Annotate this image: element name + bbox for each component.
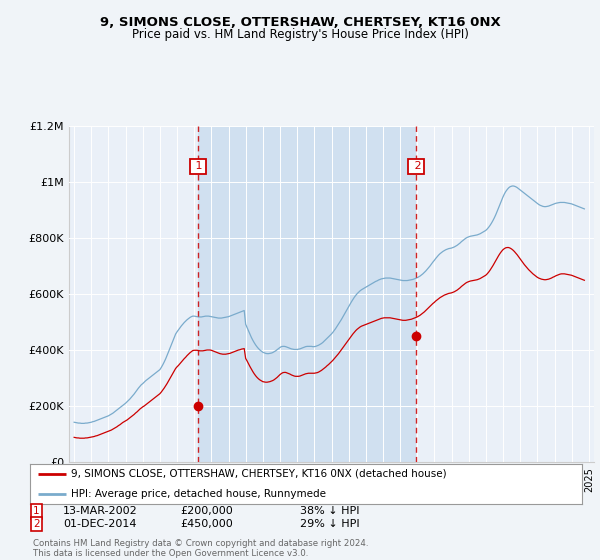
Text: 29% ↓ HPI: 29% ↓ HPI [300,519,359,529]
Text: Price paid vs. HM Land Registry's House Price Index (HPI): Price paid vs. HM Land Registry's House … [131,28,469,41]
Text: HPI: Average price, detached house, Runnymede: HPI: Average price, detached house, Runn… [71,489,326,499]
Text: 9, SIMONS CLOSE, OTTERSHAW, CHERTSEY, KT16 0NX: 9, SIMONS CLOSE, OTTERSHAW, CHERTSEY, KT… [100,16,500,29]
Text: 2: 2 [33,519,40,529]
Text: 01-DEC-2014: 01-DEC-2014 [63,519,137,529]
Text: Contains HM Land Registry data © Crown copyright and database right 2024.
This d: Contains HM Land Registry data © Crown c… [33,539,368,558]
Text: £450,000: £450,000 [180,519,233,529]
Text: 2: 2 [410,161,421,171]
Text: 9, SIMONS CLOSE, OTTERSHAW, CHERTSEY, KT16 0NX (detached house): 9, SIMONS CLOSE, OTTERSHAW, CHERTSEY, KT… [71,469,447,479]
Text: £200,000: £200,000 [180,506,233,516]
Text: 1: 1 [193,161,203,171]
Text: 1: 1 [33,506,40,516]
Text: 38% ↓ HPI: 38% ↓ HPI [300,506,359,516]
Bar [197,126,416,462]
Text: 13-MAR-2002: 13-MAR-2002 [63,506,138,516]
